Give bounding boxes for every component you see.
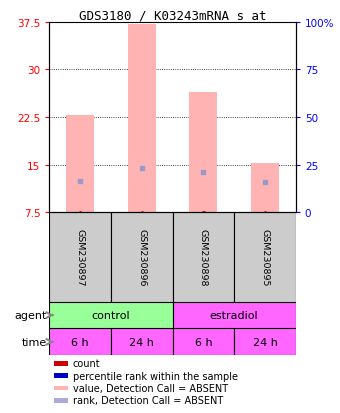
Bar — [49, 213, 111, 302]
Bar — [234, 329, 296, 356]
Text: rank, Detection Call = ABSENT: rank, Detection Call = ABSENT — [73, 395, 223, 405]
Text: percentile rank within the sample: percentile rank within the sample — [73, 371, 238, 381]
Title: GDS3180 / K03243mRNA_s_at: GDS3180 / K03243mRNA_s_at — [79, 9, 266, 21]
Bar — [111, 213, 173, 302]
Text: control: control — [91, 310, 130, 320]
Text: agent: agent — [15, 310, 47, 320]
Bar — [111, 329, 173, 356]
Text: 24 h: 24 h — [253, 337, 277, 347]
Bar — [49, 329, 111, 356]
Bar — [189, 93, 217, 213]
Bar — [54, 398, 68, 403]
Text: count: count — [73, 358, 100, 368]
Text: value, Detection Call = ABSENT: value, Detection Call = ABSENT — [73, 383, 228, 393]
Text: estradiol: estradiol — [210, 310, 258, 320]
Bar — [128, 25, 156, 213]
Bar — [54, 373, 68, 378]
Text: GSM230896: GSM230896 — [137, 229, 146, 286]
Text: time: time — [21, 337, 47, 347]
Bar — [234, 213, 296, 302]
Text: GSM230897: GSM230897 — [75, 229, 85, 286]
Text: GSM230898: GSM230898 — [199, 229, 208, 286]
Bar — [173, 213, 234, 302]
Bar — [173, 302, 296, 329]
Bar — [54, 361, 68, 366]
Bar — [251, 164, 279, 213]
Text: 6 h: 6 h — [71, 337, 89, 347]
Bar — [49, 302, 173, 329]
Bar — [54, 386, 68, 390]
Bar — [173, 329, 234, 356]
Text: GSM230895: GSM230895 — [260, 229, 270, 286]
Bar — [66, 116, 94, 213]
Text: 6 h: 6 h — [194, 337, 212, 347]
Text: 24 h: 24 h — [129, 337, 154, 347]
